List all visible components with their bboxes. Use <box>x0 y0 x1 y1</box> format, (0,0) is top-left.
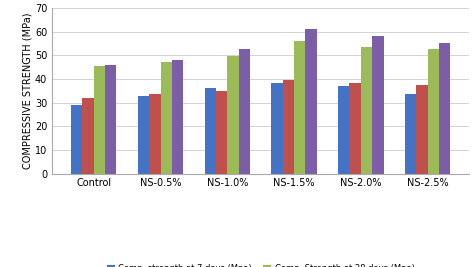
Bar <box>372 36 383 174</box>
Bar <box>416 85 428 174</box>
Bar <box>294 41 305 174</box>
Bar <box>361 47 372 174</box>
Bar <box>428 49 439 174</box>
Bar <box>338 86 349 174</box>
Y-axis label: COMPRESSIVE STRENGTH (MPa): COMPRESSIVE STRENGTH (MPa) <box>22 13 32 169</box>
Bar <box>172 60 183 174</box>
Bar <box>216 91 228 174</box>
Bar <box>149 94 161 174</box>
Bar <box>82 98 94 174</box>
Bar <box>228 57 239 174</box>
Legend: Comp. strength at 7 days (Mpa), Comp. Strength at 14 days (Mpa), Comp. Strength : Comp. strength at 7 days (Mpa), Comp. St… <box>107 264 415 267</box>
Bar <box>239 49 250 174</box>
Bar <box>205 88 216 174</box>
Bar <box>305 29 317 174</box>
Bar <box>138 96 149 174</box>
Bar <box>94 66 105 174</box>
Bar <box>283 80 294 174</box>
Bar <box>161 62 172 174</box>
Bar <box>439 44 450 174</box>
Bar <box>71 105 82 174</box>
Bar <box>349 83 361 174</box>
Bar <box>272 83 283 174</box>
Bar <box>405 94 416 174</box>
Bar <box>105 65 117 174</box>
